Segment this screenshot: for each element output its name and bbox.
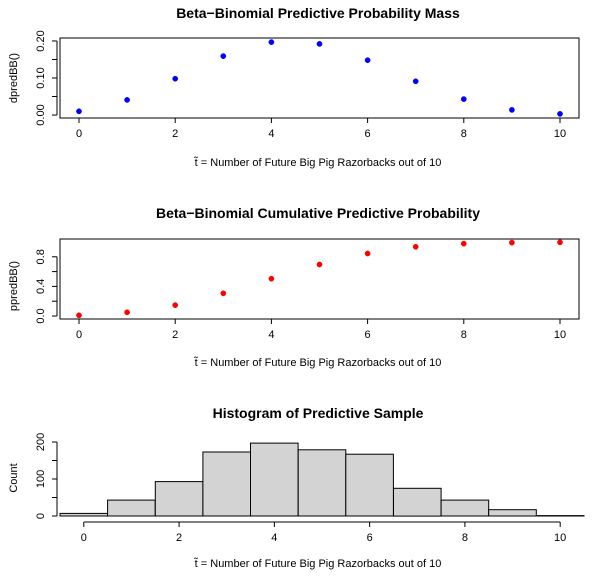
hist-y-axis: 0 100 200 (35, 433, 58, 519)
hist-x-tick-label: 8 (462, 532, 468, 544)
cdf-y-axis: 0.0 0.4 0.8 (35, 249, 58, 324)
hist-x-label-symbol: t̃ (193, 557, 198, 570)
hist-title: Histogram of Predictive Sample (213, 405, 424, 421)
pmf-x-tick-label: 10 (554, 128, 566, 140)
hist-bar (488, 509, 537, 517)
pmf-point (172, 75, 179, 82)
pmf-x-tick-label: 8 (461, 128, 467, 140)
hist-x-label: t̃ = Number of Future Big Pig Razorbacks… (193, 557, 441, 570)
hist-y-tick-label: 100 (35, 470, 47, 488)
cdf-title: Beta−Binomial Cumulative Predictive Prob… (156, 205, 480, 221)
pmf-point (557, 111, 563, 117)
cdf-y-tick-label: 0.0 (35, 308, 47, 323)
pmf-x-tick-label: 4 (268, 128, 274, 140)
pmf-point (509, 107, 515, 113)
cdf-x-tick-label: 8 (461, 329, 467, 341)
hist-x-tick-label: 2 (176, 532, 182, 544)
cdf-x-label: t̃ = Number of Future Big Pig Razorbacks… (193, 356, 441, 369)
cdf-point (124, 309, 130, 316)
cdf-plot-frame (59, 238, 580, 320)
cdf-point (509, 239, 515, 246)
pmf-x-tick-label: 2 (172, 128, 178, 140)
hist-y-tick-label: 200 (35, 433, 47, 451)
pmf-panel: Beta−Binomial Predictive Probability Mas… (8, 5, 580, 169)
pmf-y-label: dpredBB() (8, 53, 20, 103)
pmf-y-tick-label: 0.20 (35, 30, 47, 51)
pmf-y-tick-label: 0.10 (35, 67, 47, 88)
hist-y-label: Count (8, 463, 20, 492)
cdf-point (220, 290, 227, 297)
cdf-x-tick-label: 10 (554, 329, 566, 341)
cdf-x-tick-label: 2 (172, 329, 178, 341)
hist-bars (59, 442, 585, 517)
pmf-point (460, 96, 467, 102)
cdf-point (557, 239, 563, 246)
pmf-x-label-text: = Number of Future Big Pig Razorbacks ou… (201, 157, 442, 169)
cdf-x-tick-label: 4 (268, 329, 274, 341)
pmf-points (76, 39, 563, 117)
hist-x-axis: 0 2 4 6 8 10 (81, 521, 566, 544)
pmf-x-label: t̃ = Number of Future Big Pig Razorbacks… (193, 156, 441, 169)
cdf-point (460, 240, 467, 247)
hist-x-tick-label: 4 (271, 532, 277, 544)
hist-panel: Histogram of Predictive Sample 0 2 4 6 8 10 0… (8, 405, 585, 570)
cdf-x-axis: 0 2 4 6 8 10 (76, 318, 566, 341)
pmf-point (412, 78, 419, 85)
cdf-y-tick-label: 0.8 (35, 249, 47, 264)
pmf-point (220, 53, 227, 59)
pmf-x-tick-label: 6 (365, 128, 371, 140)
pmf-x-axis: 0 2 4 6 8 10 (76, 117, 566, 140)
hist-bar (107, 499, 156, 517)
pmf-plot-frame (59, 37, 580, 119)
pmf-y-axis: 0.00 0.10 0.20 (35, 30, 58, 126)
cdf-y-tick-label: 0.4 (35, 279, 47, 294)
cdf-panel: Beta−Binomial Cumulative Predictive Prob… (8, 205, 580, 369)
cdf-point (76, 312, 82, 319)
cdf-points (76, 239, 563, 319)
cdf-x-tick-label: 6 (365, 329, 371, 341)
cdf-point (268, 275, 275, 282)
cdf-x-label-symbol: t̃ (193, 356, 198, 369)
pmf-x-tick-label: 0 (76, 128, 82, 140)
pmf-point (76, 108, 82, 115)
hist-bar (345, 453, 394, 517)
pmf-point (268, 39, 275, 45)
pmf-point (316, 41, 323, 47)
cdf-point (316, 261, 323, 268)
pmf-y-tick-label: 0.00 (35, 104, 47, 125)
hist-bar (440, 499, 490, 517)
hist-bar (393, 487, 442, 517)
hist-bar (202, 451, 251, 517)
hist-x-label-text: = Number of Future Big Pig Razorbacks ou… (201, 558, 442, 570)
hist-x-tick-label: 6 (367, 532, 373, 544)
hist-x-tick-label: 10 (554, 532, 566, 544)
pmf-point (364, 57, 371, 64)
cdf-x-label-text: = Number of Future Big Pig Razorbacks ou… (201, 357, 442, 369)
hist-bar (250, 442, 299, 517)
hist-bar (59, 512, 109, 517)
cdf-point (172, 302, 179, 308)
pmf-x-label-symbol: t̃ (193, 156, 198, 169)
pmf-point (124, 97, 130, 103)
cdf-x-tick-label: 0 (76, 329, 82, 341)
hist-y-tick-label: 0 (35, 513, 47, 519)
cdf-point (412, 243, 419, 250)
hist-x-tick-label: 0 (81, 532, 87, 544)
hist-bar (154, 481, 204, 517)
cdf-point (364, 250, 371, 257)
hist-bar (297, 449, 347, 517)
cdf-y-label: ppredBB() (8, 261, 20, 311)
pmf-title: Beta−Binomial Predictive Probability Mas… (176, 5, 460, 21)
